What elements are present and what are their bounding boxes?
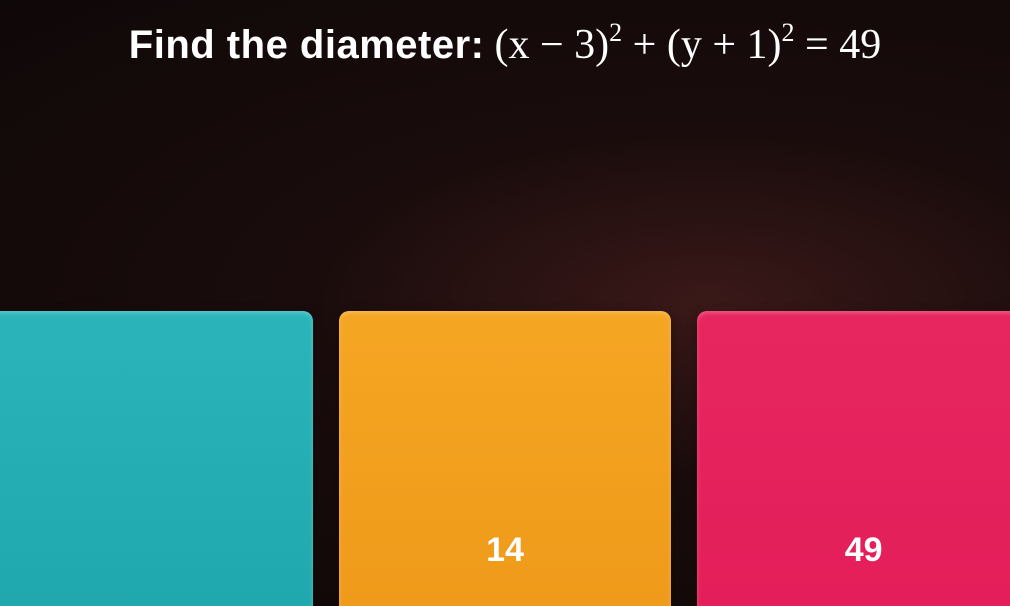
- answers-row: 14 49: [0, 311, 1010, 606]
- answer-label: 14: [486, 531, 524, 570]
- answer-card-2[interactable]: 14: [339, 311, 672, 606]
- question-row: Find the diameter: (x − 3)2 + (y + 1)2 =…: [0, 0, 1010, 69]
- answer-card-1[interactable]: [0, 311, 313, 606]
- answer-label: 49: [845, 531, 883, 570]
- question-prompt: Find the diameter:: [129, 23, 485, 68]
- question-equation: (x − 3)2 + (y + 1)2 = 49: [494, 20, 881, 69]
- answer-card-3[interactable]: 49: [697, 311, 1010, 606]
